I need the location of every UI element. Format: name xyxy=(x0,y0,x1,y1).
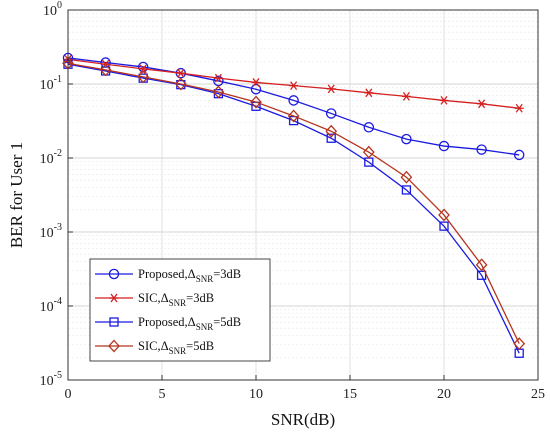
legend-entry: Proposed,ΔSNR=5dB xyxy=(95,315,241,332)
x-tick-label: 5 xyxy=(159,387,166,402)
legend-label: Proposed,ΔSNR=5dB xyxy=(138,315,241,332)
data-point-diamond xyxy=(325,124,338,138)
data-point-asterisk xyxy=(176,68,186,78)
legend: Proposed,ΔSNR=3dB SIC,ΔSNR=3dB Proposed,ΔS… xyxy=(89,258,271,362)
series-line xyxy=(67,57,520,156)
y-tick-label: 10-5 xyxy=(40,370,62,389)
data-point-diamond xyxy=(137,70,150,84)
data-point-asterisk xyxy=(289,81,299,91)
data-point-diamond xyxy=(475,258,488,272)
series-2 xyxy=(63,55,524,113)
data-point-diamond xyxy=(400,170,413,184)
data-point-square xyxy=(326,133,336,143)
data-point-asterisk xyxy=(364,88,374,98)
data-point-circle xyxy=(288,95,299,106)
data-point-diamond xyxy=(108,339,120,353)
legend-label: SIC,ΔSNR=5dB xyxy=(138,339,214,356)
x-tick-label: 10 xyxy=(249,387,263,402)
data-point-diamond xyxy=(174,77,187,91)
data-point-diamond xyxy=(362,145,375,159)
legend-label: Proposed,ΔSNR=3dB xyxy=(138,267,241,284)
data-point-circle xyxy=(476,144,487,155)
x-tick-label: 0 xyxy=(65,387,72,402)
data-point-square xyxy=(439,221,449,231)
data-point-circle xyxy=(363,122,375,133)
y-tick-label: 10-3 xyxy=(40,222,62,241)
data-point-circle xyxy=(513,149,525,161)
data-point-asterisk xyxy=(477,99,487,109)
data-point-circle xyxy=(401,133,412,145)
data-point-asterisk xyxy=(109,293,119,303)
data-point-circle xyxy=(438,140,450,152)
series-line xyxy=(67,62,520,344)
legend-label: SIC,ΔSNR=3dB xyxy=(138,291,214,308)
data-point-diamond xyxy=(438,208,450,222)
data-point-diamond xyxy=(99,63,112,77)
x-axis-label: SNR(dB) xyxy=(271,410,335,429)
data-point-diamond xyxy=(287,109,300,123)
y-axis-label: BER for User 1 xyxy=(7,142,26,248)
x-tick-label: 15 xyxy=(343,387,357,402)
y-tick-label: 10-2 xyxy=(40,148,62,167)
data-point-asterisk xyxy=(326,84,336,94)
legend-box xyxy=(89,258,271,362)
data-point-circle xyxy=(250,83,262,95)
data-point-asterisk xyxy=(514,103,524,113)
y-tick-label: 100 xyxy=(43,0,62,19)
y-tick-label: 10-4 xyxy=(40,296,62,315)
series-4 xyxy=(62,56,526,351)
series-1 xyxy=(62,52,525,161)
data-point-circle xyxy=(108,268,120,280)
data-point-diamond xyxy=(513,337,526,351)
data-point-asterisk xyxy=(439,96,449,105)
data-point-asterisk xyxy=(401,92,411,101)
data-point-asterisk xyxy=(251,78,261,87)
legend-entry: Proposed,ΔSNR=3dB xyxy=(95,267,241,284)
plot-frame xyxy=(67,9,539,381)
legend-entry: SIC,ΔSNR=5dB xyxy=(95,339,214,356)
data-point-asterisk xyxy=(138,64,148,74)
tick-labels: 0 5 10 15 20 25 10-5 10-4 10-3 10-2 10-1 100 xyxy=(40,0,545,402)
data-point-diamond xyxy=(212,85,225,99)
data-point-square xyxy=(401,185,412,195)
series-layer xyxy=(62,52,526,358)
data-point-circle xyxy=(325,108,337,119)
data-point-diamond xyxy=(250,95,262,109)
y-tick-label: 10-1 xyxy=(40,74,62,93)
data-point-square xyxy=(109,317,119,327)
data-point-asterisk xyxy=(213,73,223,83)
x-tick-label: 25 xyxy=(531,387,545,402)
x-tick-label: 20 xyxy=(437,387,451,402)
legend-entry: SIC,ΔSNR=3dB xyxy=(95,291,214,308)
